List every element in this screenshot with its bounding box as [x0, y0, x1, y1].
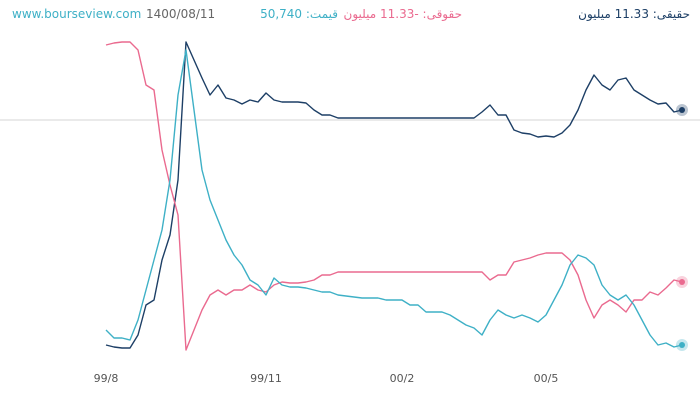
- x-tick-label: 99/11: [250, 372, 282, 385]
- end-dot: [679, 342, 685, 348]
- legend-item: حقوقی: -11.33 میلیون: [343, 7, 462, 21]
- legend-item: حقیقی: 11.33 میلیون: [578, 7, 690, 21]
- x-tick-label: 00/5: [534, 372, 559, 385]
- x-tick-label: 00/2: [390, 372, 415, 385]
- date: 1400/08/11: [146, 7, 216, 21]
- series-line: [105, 41, 683, 349]
- source: www.bourseview.com: [12, 7, 142, 21]
- series-line: [105, 49, 683, 348]
- legend-item: قیمت: 50,740: [260, 7, 338, 21]
- series-line: [105, 41, 683, 351]
- end-dot: [679, 279, 685, 285]
- x-tick-label: 99/8: [94, 372, 119, 385]
- end-dot: [679, 107, 685, 113]
